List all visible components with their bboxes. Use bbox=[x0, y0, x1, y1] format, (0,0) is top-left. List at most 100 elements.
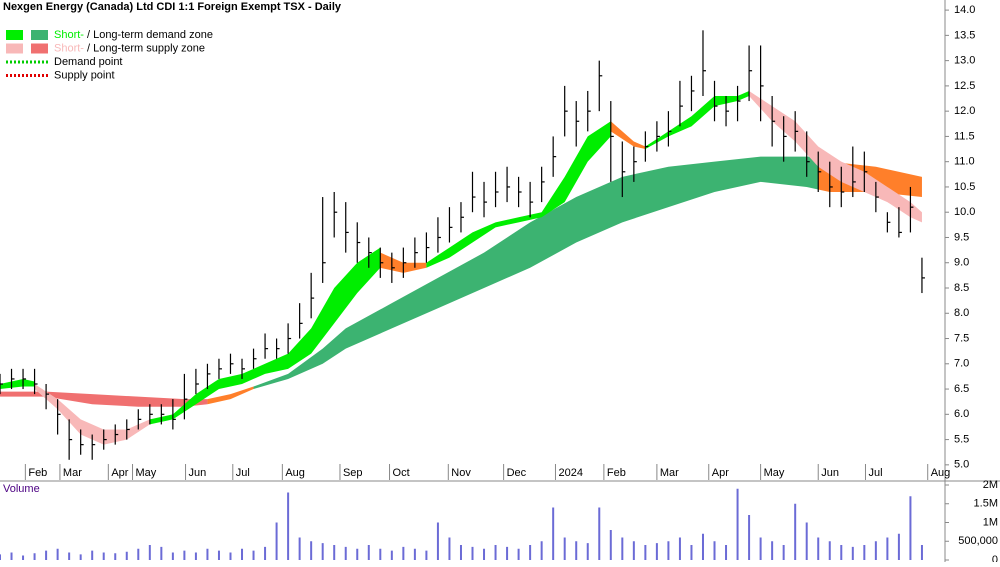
volume-tick-label: 500,000 bbox=[958, 535, 998, 547]
volume-bar bbox=[344, 546, 347, 560]
volume-bar bbox=[851, 546, 854, 560]
legend-long: / Long-term supply zone bbox=[87, 42, 205, 54]
chart-title: Nexgen Energy (Canada) Ltd CDI 1:1 Forei… bbox=[3, 1, 342, 13]
volume-bar bbox=[771, 541, 774, 560]
volume-bar bbox=[598, 507, 601, 560]
legend-swatch bbox=[6, 30, 23, 40]
y-tick-label: 14.0 bbox=[954, 4, 975, 16]
volume-bar bbox=[483, 548, 486, 560]
volume-bar bbox=[0, 554, 1, 560]
volume-bar bbox=[298, 537, 301, 560]
legend-label: Demand point bbox=[54, 56, 123, 68]
legend-short: Short- bbox=[54, 29, 84, 41]
volume-bar bbox=[736, 488, 739, 560]
volume-tick-label: 1.5M bbox=[974, 498, 998, 510]
volume-bar bbox=[471, 546, 474, 560]
x-tick-label: Mar bbox=[660, 467, 679, 479]
zone-band bbox=[0, 378, 35, 390]
zone-band bbox=[0, 391, 208, 407]
volume-bar bbox=[690, 545, 693, 560]
x-tick-label: 2024 bbox=[558, 467, 582, 479]
volume-bar bbox=[33, 553, 36, 560]
volume-bar bbox=[194, 552, 197, 560]
volume-bar bbox=[125, 551, 128, 560]
zone-band bbox=[149, 247, 381, 425]
volume-bar bbox=[586, 543, 589, 560]
volume-bar bbox=[540, 541, 543, 560]
y-tick-label: 10.5 bbox=[954, 181, 975, 193]
x-tick-label: May bbox=[764, 467, 785, 479]
volume-bar bbox=[264, 546, 267, 560]
volume-bar bbox=[517, 548, 520, 560]
volume-bar bbox=[10, 552, 13, 560]
volume-bar bbox=[333, 545, 336, 560]
volume-bar bbox=[425, 550, 428, 560]
x-tick-label: Nov bbox=[451, 467, 471, 479]
volume-bar bbox=[402, 546, 405, 560]
volume-bar bbox=[148, 545, 151, 560]
volume-bar bbox=[494, 545, 497, 560]
volume-bar bbox=[114, 553, 117, 560]
volume-bar bbox=[102, 552, 105, 560]
legend-swatch bbox=[31, 30, 48, 40]
volume-bar bbox=[183, 550, 186, 560]
volume-title: Volume bbox=[3, 483, 40, 495]
legend-label: Short- / Long-term demand zone bbox=[54, 29, 213, 41]
x-tick-label: Dec bbox=[507, 467, 527, 479]
y-tick-label: 10.0 bbox=[954, 206, 975, 218]
y-tick-label: 5.5 bbox=[954, 433, 969, 445]
volume-bar bbox=[321, 543, 324, 560]
marks bbox=[0, 30, 925, 560]
volume-bar bbox=[287, 492, 290, 560]
zone-band bbox=[426, 121, 611, 268]
volume-bar bbox=[79, 554, 82, 560]
legend-short: Short- bbox=[54, 42, 84, 54]
volume-bar bbox=[436, 522, 439, 560]
x-tick-label: Jul bbox=[868, 467, 882, 479]
volume-bar bbox=[217, 550, 220, 560]
volume-bar bbox=[667, 541, 670, 560]
zone-band bbox=[34, 384, 150, 445]
volume-bar bbox=[252, 550, 255, 560]
volume-bar bbox=[356, 548, 359, 560]
y-tick-label: 13.0 bbox=[954, 55, 975, 67]
volume-bar bbox=[275, 522, 278, 560]
volume-bar bbox=[160, 546, 163, 560]
volume-tick-label: 2M bbox=[983, 479, 998, 491]
volume-bar bbox=[563, 537, 566, 560]
zone-band bbox=[749, 90, 922, 223]
volume-tick-label: 0 bbox=[992, 554, 998, 562]
volume-bar bbox=[897, 533, 900, 560]
y-tick-label: 13.5 bbox=[954, 29, 975, 41]
volume-bar bbox=[828, 541, 831, 560]
volume-bar bbox=[805, 522, 808, 560]
volume-bar bbox=[390, 550, 393, 560]
volume-bar bbox=[22, 555, 25, 560]
x-tick-label: Aug bbox=[285, 467, 305, 479]
x-tick-label: Apr bbox=[712, 467, 729, 479]
x-tick-label: Apr bbox=[111, 467, 128, 479]
volume-bar bbox=[701, 533, 704, 560]
x-tick-label: Mar bbox=[63, 467, 82, 479]
volume-bar bbox=[529, 545, 532, 560]
legend-long: / Long-term demand zone bbox=[87, 29, 213, 41]
x-tick-label: Sep bbox=[343, 467, 363, 479]
volume-bar bbox=[68, 552, 71, 560]
volume-bar bbox=[91, 550, 94, 560]
volume-bar bbox=[782, 545, 785, 560]
volume-bar bbox=[713, 541, 716, 560]
volume-bar bbox=[45, 550, 48, 560]
volume-bar bbox=[644, 545, 647, 560]
volume-bar bbox=[367, 545, 370, 560]
x-tick-label: Aug bbox=[931, 467, 951, 479]
x-tick-label: Jun bbox=[189, 467, 207, 479]
volume-bar bbox=[609, 530, 612, 560]
zone-band bbox=[610, 121, 646, 150]
volume-bar bbox=[725, 545, 728, 560]
y-tick-label: 9.5 bbox=[954, 231, 969, 243]
volume-bar bbox=[655, 543, 658, 560]
volume-bar bbox=[575, 541, 578, 560]
y-tick-label: 9.0 bbox=[954, 257, 969, 269]
y-tick-label: 5.0 bbox=[954, 459, 969, 471]
